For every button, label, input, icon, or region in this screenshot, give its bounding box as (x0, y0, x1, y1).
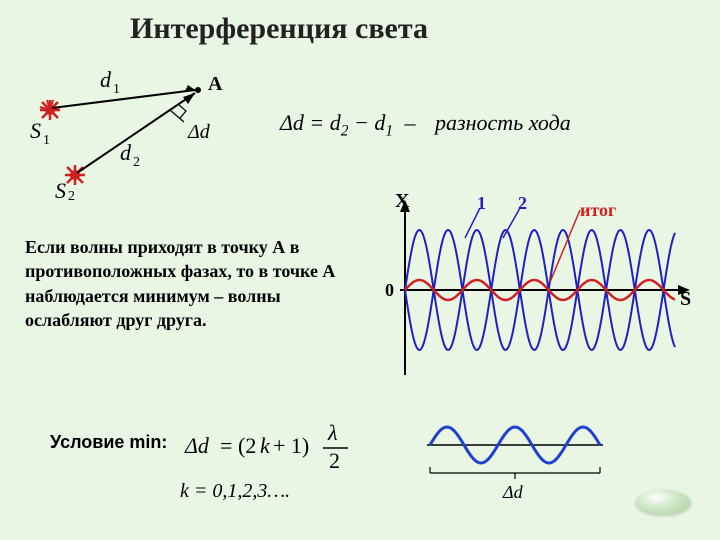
svg-text:+ 1): + 1) (273, 433, 309, 458)
k-values: k = 0,1,2,3…. (180, 480, 290, 503)
svg-text:Δd: Δd (184, 433, 210, 458)
min-condition-formula: Δd = (2 k + 1) λ 2 (180, 420, 380, 475)
half-wavelength-diagram: Δd (420, 415, 610, 510)
interference-graph (365, 190, 695, 390)
condition-label: Условие min: (50, 432, 167, 453)
svg-text:2: 2 (68, 189, 75, 200)
path-difference-formula: Δd = d2 − d1 – разность хода (280, 110, 571, 140)
formula-lhs: Δd = d2 − d1 (280, 110, 393, 135)
star-icon (40, 100, 60, 120)
svg-text:2: 2 (329, 448, 340, 473)
wave-label-2: 2 (518, 193, 527, 214)
svg-text:k: k (260, 433, 271, 458)
svg-text:Δd: Δd (502, 482, 524, 502)
svg-text:S: S (30, 118, 41, 143)
svg-text:Δd: Δd (187, 121, 211, 143)
svg-text:=: = (220, 433, 232, 458)
explanation-text: Если волны приходят в точку А в противоп… (25, 235, 345, 332)
formula-text: разность хода (427, 110, 571, 135)
formula-dash: – (399, 110, 422, 135)
axis-label-x: X (395, 190, 409, 213)
page-title: Интерференция света (130, 12, 428, 46)
svg-text:1: 1 (43, 133, 50, 148)
ray-diagram: d 1 d 2 S 1 S 2 A Δd (20, 60, 240, 200)
svg-text:S: S (55, 178, 66, 200)
star-icon (65, 165, 85, 185)
svg-text:d: d (120, 140, 132, 165)
wave-label-1: 1 (477, 193, 486, 214)
svg-text:(2: (2 (238, 433, 256, 458)
nav-button[interactable] (635, 490, 690, 515)
result-label: итог (580, 200, 616, 221)
svg-text:λ: λ (327, 420, 338, 445)
axis-label-s: S (680, 288, 691, 311)
axis-origin: 0 (385, 280, 394, 301)
svg-text:2: 2 (133, 155, 140, 170)
svg-text:A: A (208, 73, 223, 95)
svg-text:d: d (100, 67, 112, 92)
svg-text:1: 1 (113, 82, 120, 97)
